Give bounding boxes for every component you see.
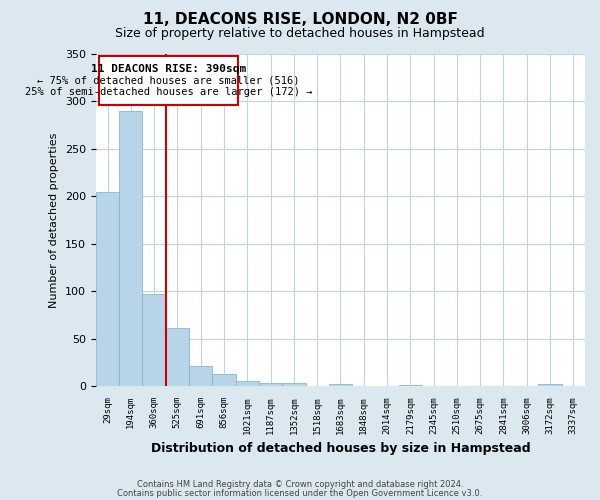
Bar: [96, 192, 119, 386]
Text: Size of property relative to detached houses in Hampstead: Size of property relative to detached ho…: [115, 28, 485, 40]
Text: Contains public sector information licensed under the Open Government Licence v3: Contains public sector information licen…: [118, 489, 482, 498]
Bar: [119, 111, 142, 386]
Bar: [329, 384, 352, 386]
Bar: [189, 366, 212, 386]
Text: ← 75% of detached houses are smaller (516): ← 75% of detached houses are smaller (51…: [37, 76, 299, 86]
Text: Contains HM Land Registry data © Crown copyright and database right 2024.: Contains HM Land Registry data © Crown c…: [137, 480, 463, 489]
Text: 25% of semi-detached houses are larger (172) →: 25% of semi-detached houses are larger (…: [25, 87, 312, 97]
Bar: [212, 374, 236, 386]
X-axis label: Distribution of detached houses by size in Hampstead: Distribution of detached houses by size …: [151, 442, 530, 455]
Bar: [236, 380, 259, 386]
Y-axis label: Number of detached properties: Number of detached properties: [49, 132, 59, 308]
FancyBboxPatch shape: [98, 56, 238, 106]
Bar: [259, 382, 282, 386]
Bar: [538, 384, 562, 386]
Text: 11, DEACONS RISE, LONDON, N2 0BF: 11, DEACONS RISE, LONDON, N2 0BF: [143, 12, 457, 28]
Text: 11 DEACONS RISE: 390sqm: 11 DEACONS RISE: 390sqm: [91, 64, 246, 74]
Bar: [282, 384, 305, 386]
Bar: [142, 294, 166, 386]
Bar: [166, 328, 189, 386]
